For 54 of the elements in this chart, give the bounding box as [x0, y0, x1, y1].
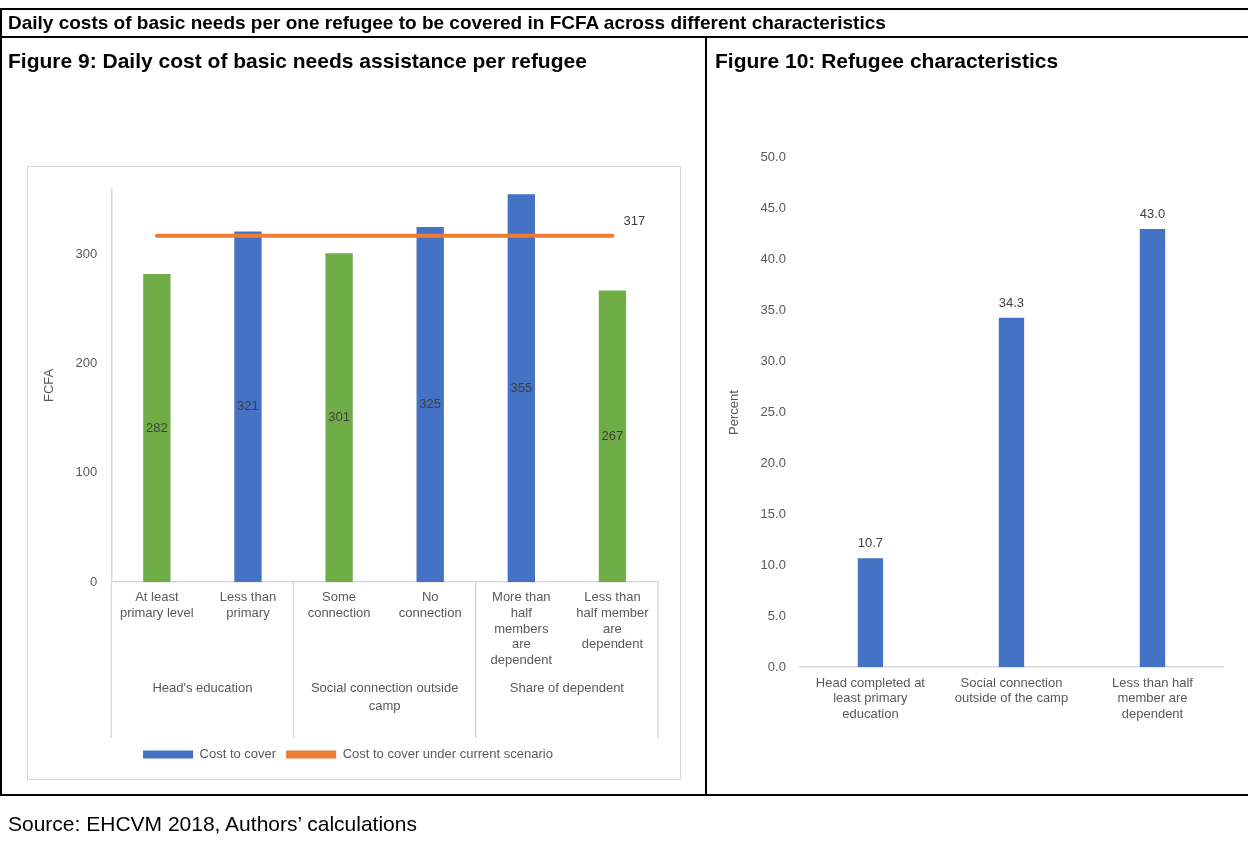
chart-title: Figure 9: Daily cost of basic needs assistance per refugee	[8, 48, 588, 74]
bar	[143, 273, 171, 582]
y-tick-label: 25.0	[760, 404, 786, 420]
legend-label: Cost to cover under current scenario	[342, 746, 553, 762]
y-tick-label: 30.0	[760, 353, 786, 369]
x-tick-label: Some connection	[307, 589, 371, 620]
x-tick-label: No connection	[398, 589, 462, 620]
y-tick-label: 0.0	[767, 658, 786, 674]
data-label: 321	[237, 398, 259, 414]
x-tick-label: Less than half member are dependent	[576, 589, 650, 652]
data-label: 34.3	[998, 294, 1025, 310]
bar	[1139, 229, 1166, 668]
y-tick-label: 300	[75, 245, 98, 261]
y-tick-label: 10.0	[760, 556, 786, 572]
data-label: 301	[328, 409, 350, 425]
x-tick-label: Head completed at least primary education	[815, 674, 926, 721]
x-tick-label: Social connection outside of the camp	[954, 674, 1069, 706]
y-tick-label: 35.0	[760, 302, 786, 318]
text: Share of dependent	[509, 680, 625, 696]
data-label: 355	[510, 379, 533, 395]
chart-title: Figure 10: Refugee characteristics	[715, 48, 1060, 74]
x-tick-label: More than half members are dependent	[490, 589, 553, 667]
source-note: Source: EHCVM 2018, Authors’ calculations	[8, 812, 417, 836]
legend-label: Cost to cover	[199, 746, 277, 762]
x-tick-label: Less than half member are dependent	[1112, 674, 1194, 721]
text: Head's education	[152, 680, 253, 696]
y-tick-label: 40.0	[760, 251, 786, 267]
y-axis-title: FCFA	[41, 368, 57, 403]
y-tick-label: 200	[75, 355, 98, 371]
data-label: 43.0	[1139, 206, 1166, 222]
bar	[598, 290, 627, 582]
text: Social connection outside camp	[310, 680, 459, 714]
data-label: 282	[146, 419, 168, 435]
bar	[857, 558, 884, 668]
y-tick-label: 0	[90, 573, 98, 589]
bar	[998, 317, 1025, 668]
data-label: 325	[419, 396, 442, 412]
bar	[234, 231, 262, 582]
text: Daily costs of basic needs per one refugee to be covered in FCFA across different characteristics	[8, 12, 886, 34]
bar	[507, 194, 535, 582]
y-tick-label: 100	[75, 464, 98, 480]
y-tick-label: 50.0	[760, 149, 786, 165]
y-axis-title: Percent	[726, 389, 742, 435]
y-tick-label: 45.0	[760, 200, 786, 216]
bar	[416, 227, 444, 582]
x-tick-label: Less than primary	[219, 589, 277, 620]
data-label: 10.7	[857, 535, 884, 551]
data-label: 317	[623, 212, 646, 228]
data-label: 267	[601, 427, 624, 443]
bar	[325, 253, 353, 582]
x-tick-label: At least primary level	[120, 589, 194, 620]
y-tick-label: 5.0	[767, 607, 786, 623]
y-tick-label: 15.0	[760, 505, 786, 521]
y-tick-label: 20.0	[760, 455, 786, 471]
